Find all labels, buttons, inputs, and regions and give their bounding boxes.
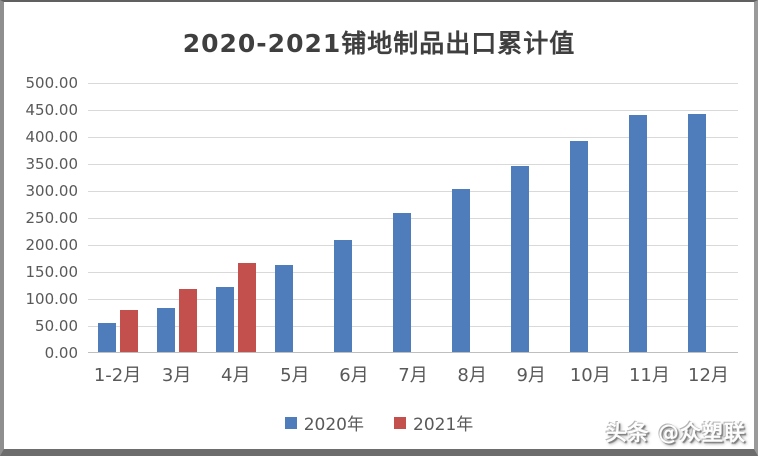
bar-2020年-11月	[629, 114, 648, 353]
bar-2020年-6月	[333, 239, 352, 353]
gridline	[88, 164, 738, 165]
gridline	[88, 191, 738, 192]
bar-2020年-12月	[688, 114, 707, 353]
bar-group-7月	[383, 83, 442, 353]
x-tick-label: 8月	[457, 365, 487, 386]
bar-2021年-4月	[237, 262, 256, 353]
bar-2020年-3月	[156, 308, 175, 353]
y-tick-label: 150.00	[25, 263, 79, 281]
bar-group-3月	[147, 83, 206, 353]
bar-group-9月	[502, 83, 561, 353]
y-tick-label: 400.00	[25, 128, 79, 146]
legend: 2020年 2021年	[4, 410, 754, 435]
chart-title: 2020-2021铺地制品出口累计值	[182, 29, 576, 58]
bar-2021年-1-2月	[119, 309, 138, 353]
bar-group-1-2月	[88, 83, 147, 353]
x-tick-label: 1-2月	[93, 365, 142, 386]
gridline	[88, 299, 738, 300]
y-tick-label: 200.00	[25, 236, 79, 254]
x-tick-label: 12月	[688, 365, 729, 386]
legend-item-2020年: 2020年	[284, 410, 364, 435]
bar-group-11月	[620, 83, 679, 353]
bar-group-4月	[206, 83, 265, 353]
bar-2020年-10月	[570, 140, 589, 353]
y-tick-label: 100.00	[25, 290, 79, 308]
bar-group-6月	[324, 83, 383, 353]
bar-2021年-3月	[178, 288, 197, 353]
bar-2020年-5月	[274, 264, 293, 353]
bar-group-5月	[265, 83, 324, 353]
gridline	[88, 272, 738, 273]
legend-label: 2021年	[413, 415, 474, 435]
bar-2020年-9月	[511, 165, 530, 353]
gridline	[88, 245, 738, 246]
watermark: 头条 @众塑联	[605, 421, 746, 445]
gridline	[88, 83, 738, 84]
x-tick-label: 6月	[339, 365, 369, 386]
gridline	[88, 137, 738, 138]
gridline	[88, 326, 738, 327]
plot-area	[88, 83, 738, 353]
y-tick-label: 50.00	[35, 317, 78, 335]
bar-groups	[88, 83, 738, 353]
bar-2020年-7月	[393, 212, 412, 353]
x-axis-line	[88, 352, 738, 353]
x-tick-label: 5月	[280, 365, 310, 386]
y-axis-tick-labels: 500.00 450.00 400.00 350.00 300.00 250.00 200.…	[4, 74, 79, 362]
y-tick-label: 350.00	[25, 155, 79, 173]
bar-2020年-1-2月	[97, 323, 116, 353]
x-tick-label: 4月	[221, 365, 251, 386]
gridline	[88, 110, 738, 111]
gridline	[88, 218, 738, 219]
x-tick-label: 9月	[516, 365, 546, 386]
x-tick-label: 11月	[628, 365, 670, 386]
y-tick-label: 450.00	[25, 101, 79, 119]
x-tick-label: 3月	[161, 365, 192, 386]
bar-group-10月	[561, 83, 620, 353]
y-tick-label: 250.00	[25, 209, 79, 227]
bar-2020年-4月	[215, 287, 234, 353]
x-tick-label: 7月	[398, 365, 428, 386]
legend-label: 2020年	[303, 415, 364, 435]
y-tick-label: 500.00	[25, 74, 79, 92]
x-axis-tick-labels: 1-2月 3月 4月 5月 6月 7月 8月 9月 10月 11月 12月	[88, 361, 738, 387]
bar-group-12月	[679, 83, 738, 353]
legend-swatch-icon	[284, 416, 297, 429]
y-tick-label: 300.00	[25, 182, 79, 200]
bar-group-8月	[443, 83, 502, 353]
y-tick-label: 0.00	[44, 344, 78, 362]
legend-swatch-icon	[394, 416, 406, 429]
x-tick-label: 10月	[569, 365, 611, 386]
legend-item-2021年: 2021年	[394, 410, 473, 435]
bar-2020年-8月	[452, 189, 471, 353]
